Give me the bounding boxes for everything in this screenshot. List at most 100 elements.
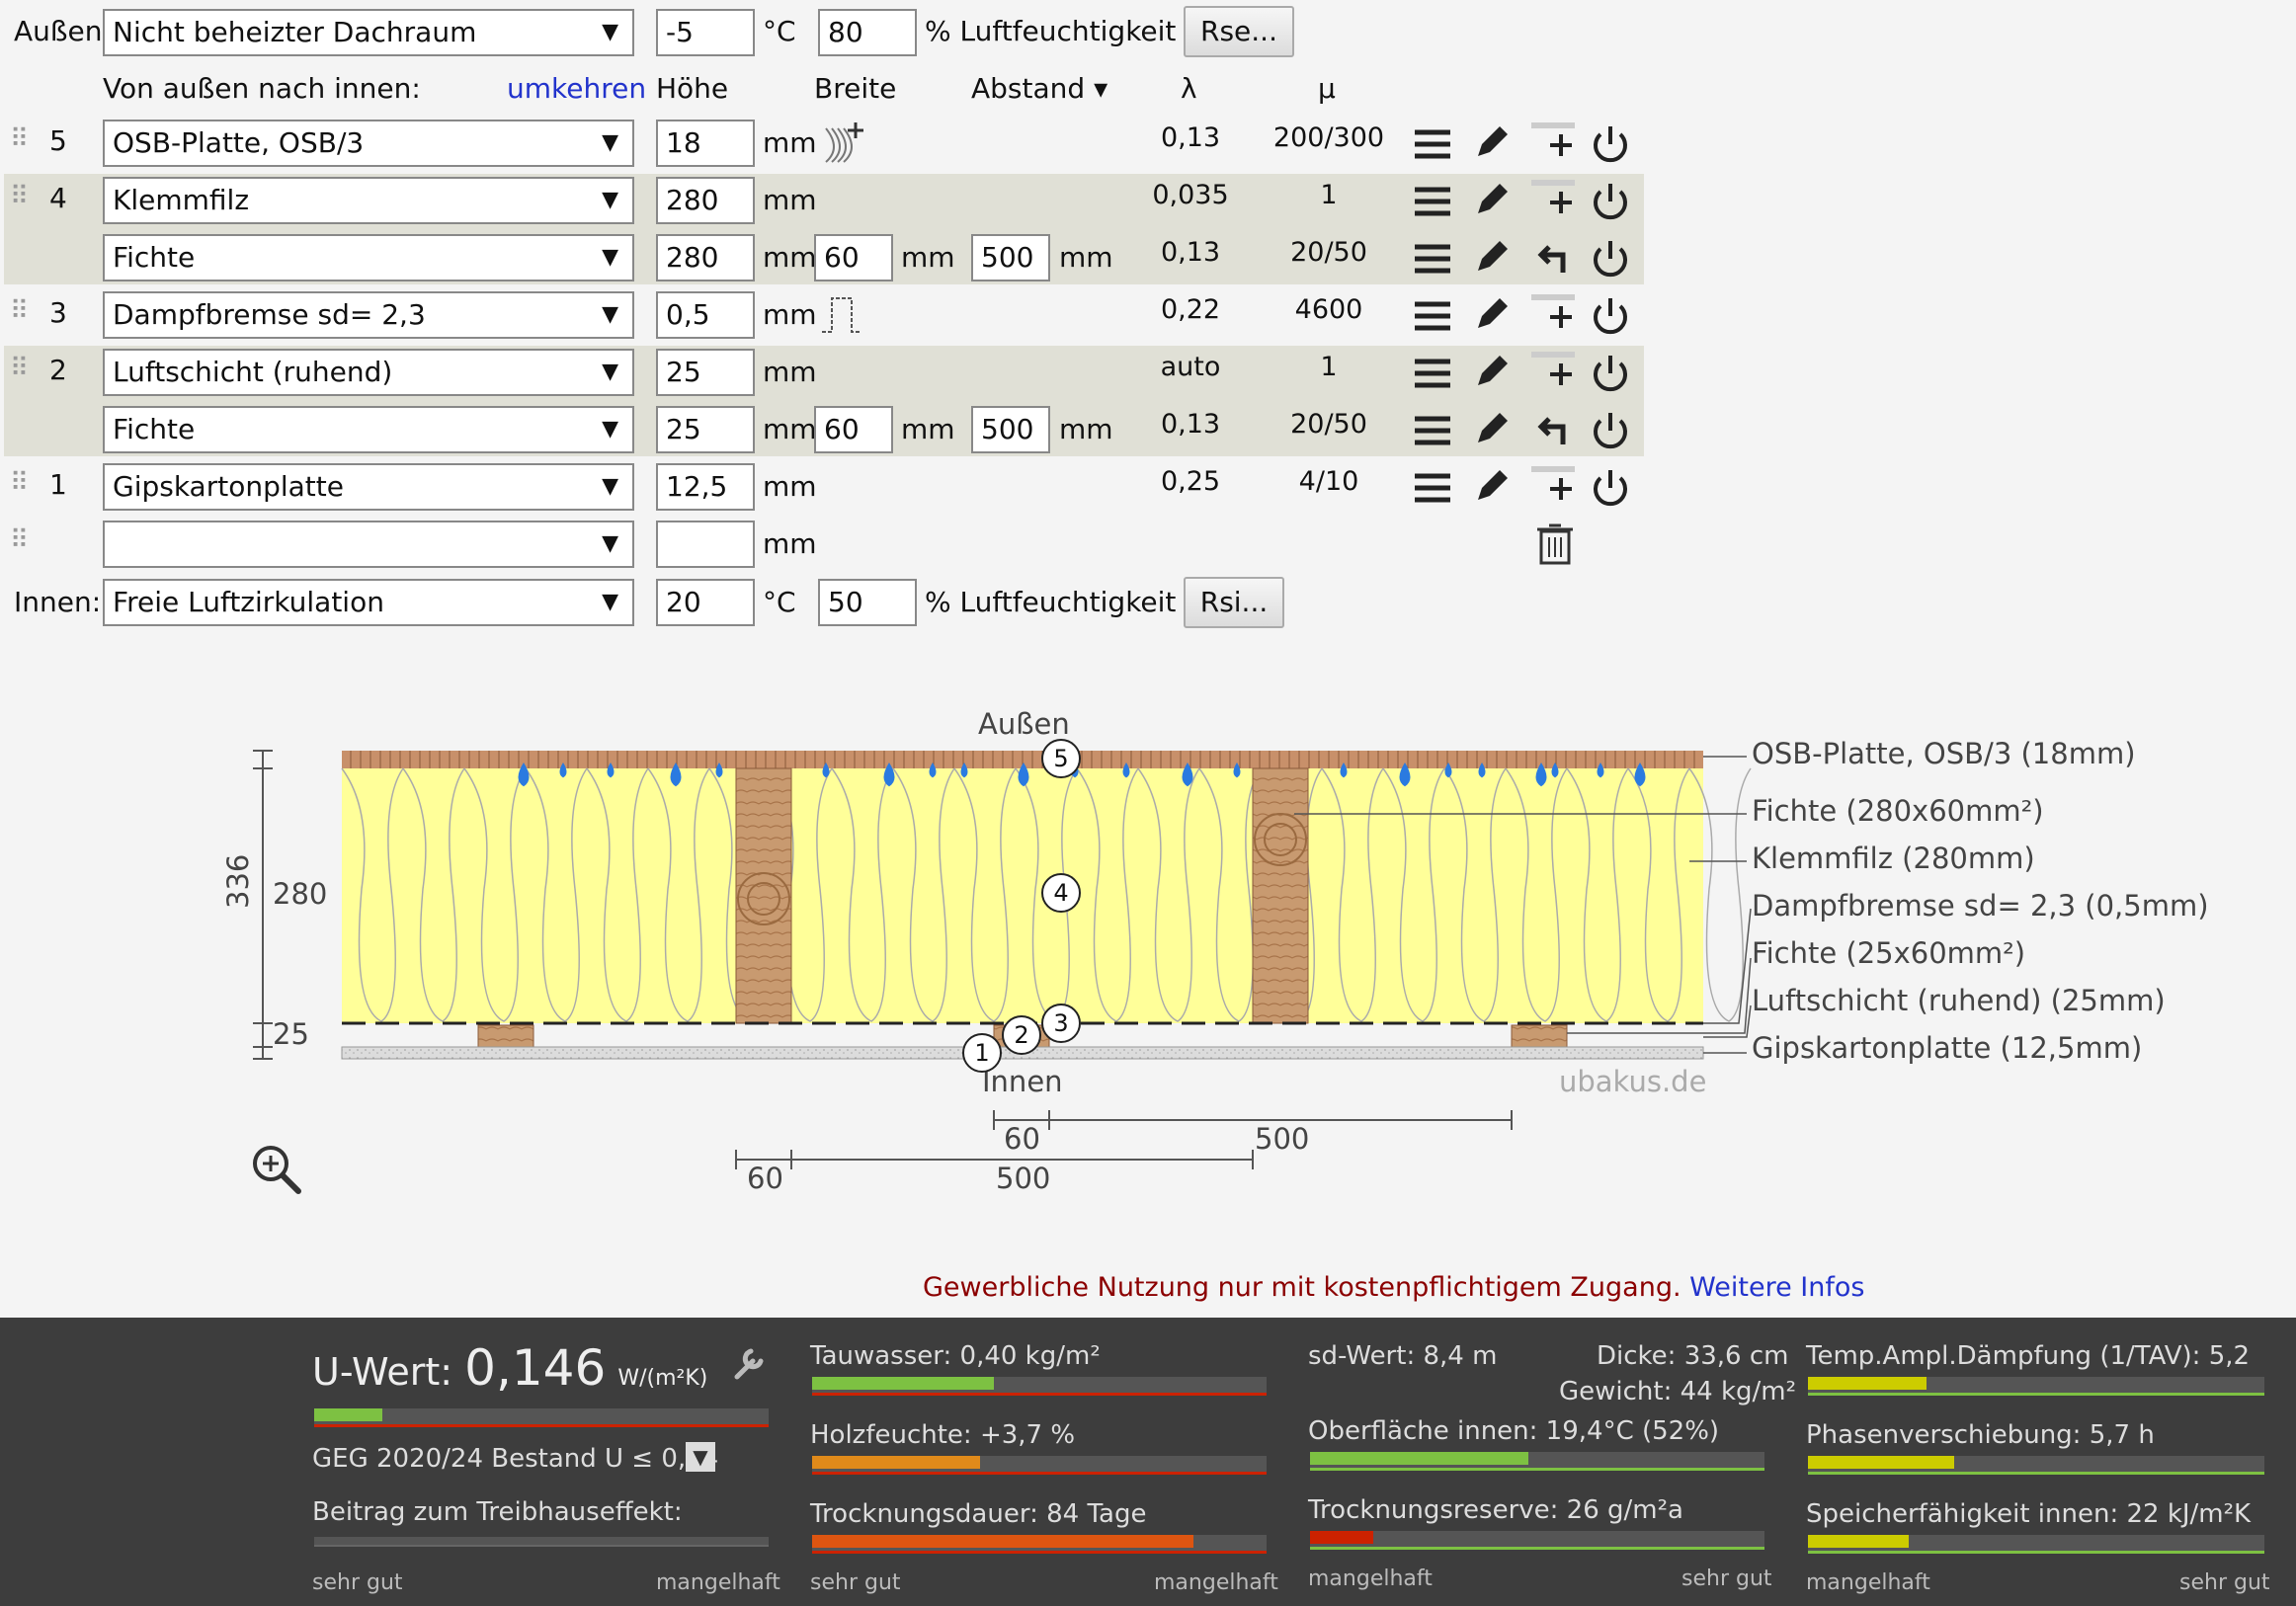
outside-select[interactable]: Nicht beheizter Dachraum ▼ (103, 9, 634, 56)
notice-link[interactable]: Weitere Infos (1689, 1272, 1865, 1303)
undo-split-icon[interactable] (1531, 407, 1575, 450)
edit-pencil-icon[interactable] (1472, 120, 1512, 164)
edit-pencil-icon[interactable] (1472, 464, 1512, 508)
inside-select[interactable]: Freie Luftzirkulation ▼ (103, 579, 634, 626)
add-profile-icon[interactable] (822, 119, 865, 166)
trash-icon[interactable] (1537, 522, 1573, 569)
menu-icon[interactable] (1413, 239, 1452, 279)
layer-height-input[interactable]: 25 (656, 349, 755, 396)
add-layer-icon[interactable] (1529, 350, 1579, 393)
drag-handle-icon[interactable]: ⠿ (10, 182, 29, 211)
sd-label: sd-Wert: 8,4 m (1308, 1341, 1498, 1371)
temp-ampl-bar (1808, 1377, 2264, 1396)
legend-gipskarton: Gipskartonplatte (12,5mm) (1752, 1031, 2143, 1065)
power-toggle-icon[interactable] (1589, 237, 1632, 281)
layer-material-select[interactable]: Gipskartonplatte ▼ (103, 463, 634, 511)
menu-icon[interactable] (1413, 182, 1452, 221)
layer-height-unit: mm (763, 298, 817, 331)
layer-height-input[interactable]: 12,5 (656, 463, 755, 511)
drag-handle-icon[interactable]: ⠿ (10, 296, 29, 326)
trocknung-bar-fill (812, 1535, 1194, 1548)
wrench-icon[interactable] (729, 1343, 769, 1383)
layer-height-input[interactable]: 280 (656, 177, 755, 224)
undo-split-icon[interactable] (1531, 235, 1575, 279)
layer-material-select[interactable]: OSB-Platte, OSB/3 ▼ (103, 120, 634, 167)
inside-temp-input[interactable]: 20 (656, 579, 755, 626)
layer-width-input[interactable]: 60 (814, 406, 893, 453)
power-toggle-icon[interactable] (1589, 466, 1632, 510)
drag-handle-icon[interactable]: ⠿ (10, 468, 29, 498)
add-layer-icon[interactable] (1529, 178, 1579, 221)
power-toggle-icon[interactable] (1589, 180, 1632, 223)
layer-mu: 200/300 (1272, 122, 1385, 153)
layer-material-select[interactable]: Fichte ▼ (103, 406, 634, 453)
layer-material-select[interactable]: Fichte ▼ (103, 234, 634, 281)
u-value-bar-fill (314, 1408, 382, 1421)
power-toggle-icon[interactable] (1589, 122, 1632, 166)
zoom-in-icon[interactable] (249, 1142, 304, 1197)
new-layer-select[interactable]: ▼ (103, 521, 634, 568)
power-toggle-icon[interactable] (1589, 409, 1632, 452)
layer-mu: 4600 (1294, 294, 1363, 325)
inside-humidity-input[interactable]: 50 (818, 579, 917, 626)
dim-280: 280 (273, 877, 328, 911)
layer-height-input[interactable]: 18 (656, 120, 755, 167)
temp-ampl-label: Temp.Ampl.Dämpfung (1/TAV): 5,2 (1806, 1341, 2251, 1371)
drag-handle-icon[interactable]: ⠿ (10, 354, 29, 383)
add-layer-icon[interactable] (1529, 464, 1579, 508)
outside-temp-input[interactable]: -5 (656, 9, 755, 56)
legend-klemmfilz: Klemmfilz (280mm) (1752, 842, 2035, 875)
layer-material-select[interactable]: Luftschicht (ruhend) ▼ (103, 349, 634, 396)
edit-pencil-icon[interactable] (1472, 235, 1512, 279)
inside-select-value: Freie Luftzirkulation (113, 586, 384, 618)
layer-lambda: 0,22 (1160, 294, 1221, 325)
u-label: U-Wert: (312, 1350, 453, 1394)
outside-humidity-input[interactable]: 80 (818, 9, 917, 56)
chevron-down-icon: ▼ (602, 531, 618, 556)
scale-good: sehr gut (312, 1570, 403, 1595)
layer-height-input[interactable]: 0,5 (656, 291, 755, 339)
scale-good: sehr gut (1681, 1566, 1772, 1591)
menu-icon[interactable] (1413, 296, 1452, 336)
layer-material-select[interactable]: Dampfbremse sd= 2,3 ▼ (103, 291, 634, 339)
add-layer-icon[interactable] (1529, 120, 1579, 164)
edit-pencil-icon[interactable] (1472, 407, 1512, 450)
dim-upper-500: 500 (1255, 1122, 1310, 1156)
layer-lambda: 0,035 (1152, 180, 1229, 210)
layer-spacing-input[interactable]: 500 (971, 234, 1050, 281)
temp-ampl-bar-fill (1808, 1377, 1927, 1390)
add-layer-icon[interactable] (1529, 292, 1579, 336)
menu-icon[interactable] (1413, 354, 1452, 393)
scale-bad: mangelhaft (1154, 1570, 1278, 1595)
marker-4: 4 (1041, 873, 1081, 913)
new-layer-height-input[interactable] (656, 521, 755, 568)
drag-handle-icon[interactable]: ⠿ (10, 124, 29, 154)
inside-temp-unit: °C (763, 586, 796, 618)
rsi-button[interactable]: Rsi... (1184, 577, 1284, 628)
menu-icon[interactable] (1413, 411, 1452, 450)
layer-height-unit: mm (763, 527, 817, 560)
reverse-link[interactable]: umkehren (507, 72, 647, 105)
drag-handle-icon[interactable]: ⠿ (10, 525, 29, 555)
u-value-row: U-Wert: 0,146 W/(m²K) (312, 1339, 707, 1397)
layer-material-select[interactable]: Klemmfilz ▼ (103, 177, 634, 224)
dim-upper-60: 60 (1004, 1122, 1040, 1156)
dim-total: 336 (221, 853, 255, 909)
geg-dropdown[interactable]: ▼ (686, 1442, 715, 1472)
menu-icon[interactable] (1413, 124, 1452, 164)
layer-spacing-input[interactable]: 500 (971, 406, 1050, 453)
rse-button[interactable]: Rse... (1184, 6, 1294, 57)
layer-width-input[interactable]: 60 (814, 234, 893, 281)
layer-height-input[interactable]: 25 (656, 406, 755, 453)
power-toggle-icon[interactable] (1589, 352, 1632, 395)
col-lambda: λ (1181, 72, 1197, 105)
col-spacing[interactable]: Abstand ▾ (971, 72, 1108, 105)
layer-height-input[interactable]: 280 (656, 234, 755, 281)
profile-step-icon[interactable] (820, 292, 867, 336)
edit-pencil-icon[interactable] (1472, 292, 1512, 336)
edit-pencil-icon[interactable] (1472, 350, 1512, 393)
power-toggle-icon[interactable] (1589, 294, 1632, 338)
layer-width-unit: mm (901, 241, 955, 274)
edit-pencil-icon[interactable] (1472, 178, 1512, 221)
menu-icon[interactable] (1413, 468, 1452, 508)
